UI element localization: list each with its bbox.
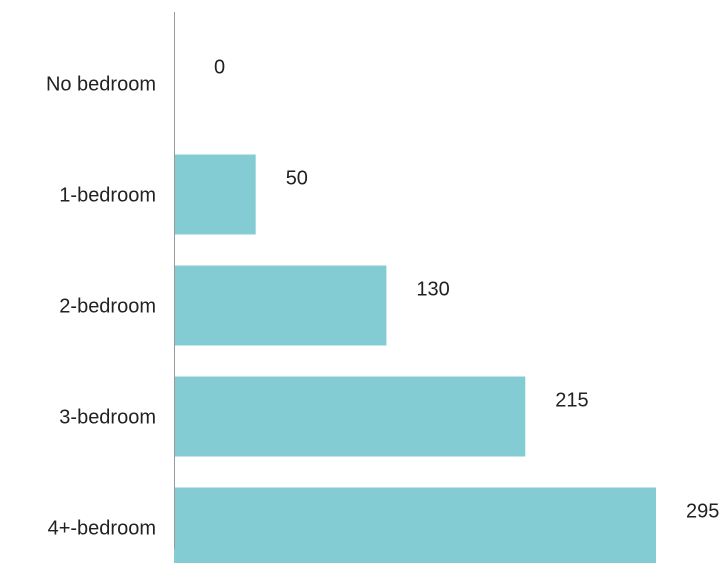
data-label: 130 bbox=[416, 279, 449, 301]
data-label: 215 bbox=[555, 390, 588, 412]
data-label: 0 bbox=[214, 57, 225, 79]
bar-3 bbox=[174, 376, 526, 457]
category-labels: No bedroom 1-bedroom 2-bedroom 3-bedroom 4+-… bbox=[46, 74, 156, 540]
category-label: 4+-bedroom bbox=[48, 518, 156, 540]
category-label: 1-bedroom bbox=[59, 185, 156, 207]
category-label: No bedroom bbox=[46, 74, 156, 96]
bar-2 bbox=[174, 265, 387, 346]
data-label: 50 bbox=[286, 168, 308, 190]
category-label: 2-bedroom bbox=[59, 296, 156, 318]
value-labels: 0 50 130 215 295 bbox=[214, 57, 719, 523]
bar-4 bbox=[174, 487, 656, 563]
data-label: 295 bbox=[686, 501, 719, 523]
category-label: 3-bedroom bbox=[59, 407, 156, 429]
bars-group bbox=[174, 154, 656, 563]
bar-1 bbox=[174, 154, 256, 235]
